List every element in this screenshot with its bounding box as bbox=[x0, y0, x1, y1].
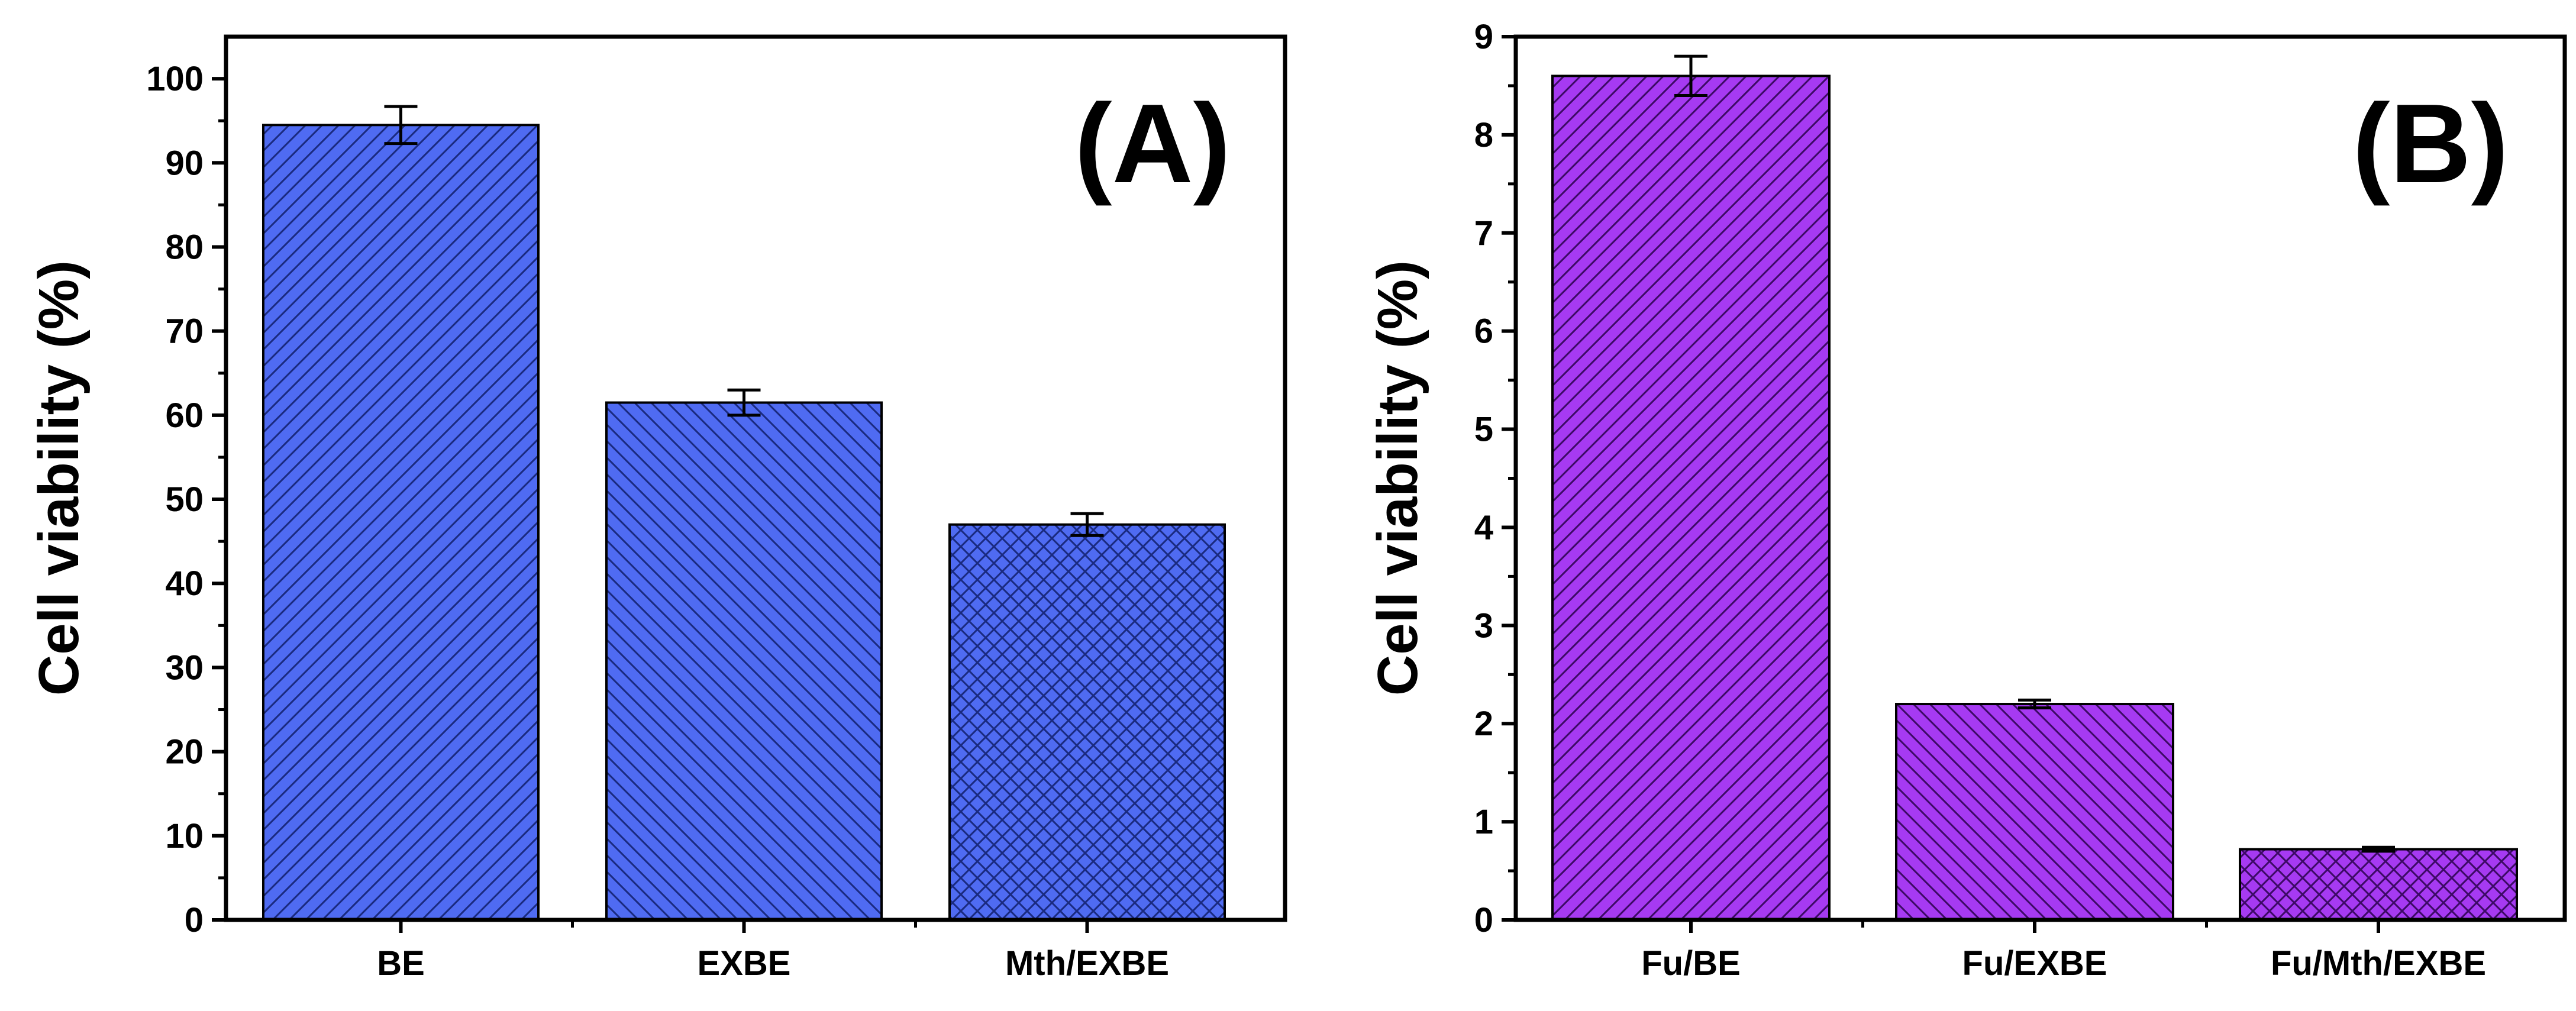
y-tick-label: 5 bbox=[1474, 411, 1493, 449]
bar-fu-mth-exbe bbox=[2239, 848, 2518, 922]
y-tick-label: 8 bbox=[1474, 116, 1493, 154]
bar-exbe bbox=[605, 401, 883, 921]
bar-fu-be bbox=[1551, 75, 1831, 921]
y-tick-label: 3 bbox=[1474, 606, 1493, 645]
x-tick-label: EXBE bbox=[698, 944, 791, 983]
y-axis-title: Cell viability (%) bbox=[1366, 260, 1429, 696]
y-tick-label: 50 bbox=[165, 480, 204, 519]
y-tick-label: 10 bbox=[165, 817, 204, 855]
y-tick-label: 7 bbox=[1474, 214, 1493, 253]
y-tick-label: 0 bbox=[1474, 901, 1493, 939]
y-tick-label: 0 bbox=[185, 901, 204, 939]
y-tick-label: 1 bbox=[1474, 803, 1493, 841]
x-tick-label: Fu/Mth/EXBE bbox=[2271, 944, 2486, 983]
y-tick-label: 2 bbox=[1474, 705, 1493, 743]
x-tick-label: Fu/BE bbox=[1641, 944, 1741, 983]
y-tick-label: 90 bbox=[165, 144, 204, 182]
panel-label: (B) bbox=[2352, 81, 2509, 206]
x-tick-label: BE bbox=[377, 944, 425, 983]
y-axis-title: Cell viability (%) bbox=[27, 260, 91, 696]
bar-fu-exbe bbox=[1895, 703, 2174, 921]
y-tick-label: 4 bbox=[1474, 508, 1493, 547]
y-tick-label: 70 bbox=[165, 312, 204, 351]
y-tick-label: 9 bbox=[1474, 18, 1493, 56]
panel-label: (A) bbox=[1074, 81, 1231, 206]
x-tick-label: Fu/EXBE bbox=[1962, 944, 2107, 983]
y-tick-label: 100 bbox=[146, 60, 204, 98]
y-tick-label: 30 bbox=[165, 648, 204, 687]
bar-mth-exbe bbox=[948, 523, 1226, 921]
panel-b: Fu/BE Fu/EXBE Fu/Mth/EXBE 0 1 2 3 4 5 6 7 8 9 Cell vi… bbox=[1366, 18, 2567, 983]
bar-be bbox=[262, 124, 540, 921]
y-tick-label: 80 bbox=[165, 228, 204, 266]
y-tick-label: 20 bbox=[165, 733, 204, 771]
y-tick-label: 40 bbox=[165, 564, 204, 603]
y-tick-label: 60 bbox=[165, 396, 204, 435]
y-tick-label: 6 bbox=[1474, 312, 1493, 351]
x-tick-label: Mth/EXBE bbox=[1005, 944, 1169, 983]
axis-frame bbox=[224, 34, 1287, 922]
panel-a: BE EXBE Mth/EXBE 0 10 20 30 40 50 60 70 80 90 100 Cell… bbox=[27, 34, 1287, 983]
